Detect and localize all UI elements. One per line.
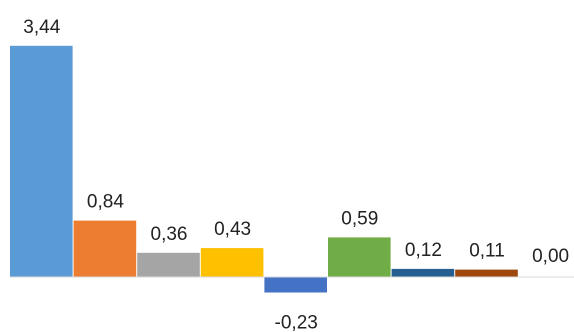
bar-1: [10, 45, 73, 277]
bar-5: [264, 277, 327, 293]
data-label-5: -0,23: [275, 313, 318, 332]
bar-7: [391, 268, 455, 277]
bar-8: [455, 269, 518, 277]
data-label-4: 0,43: [214, 219, 251, 240]
data-label-6: 0,59: [341, 208, 378, 229]
bars-group: [10, 45, 518, 293]
data-label-8: 0,11: [469, 241, 505, 262]
bar-3: [137, 252, 200, 277]
data-label-1: 3,44: [23, 17, 60, 38]
bar-4: [200, 248, 264, 277]
data-label-2: 0,84: [87, 192, 124, 213]
value-labels-group: 3,44 0,84 0,36 0,43 -0,23 0,59 0,12 0,11 0,00: [23, 17, 569, 332]
data-label-7: 0,12: [405, 240, 442, 261]
data-label-9: 0,00: [532, 246, 569, 267]
data-label-3: 0,36: [151, 224, 188, 245]
bar-6: [328, 237, 391, 277]
bar-2: [73, 220, 137, 277]
